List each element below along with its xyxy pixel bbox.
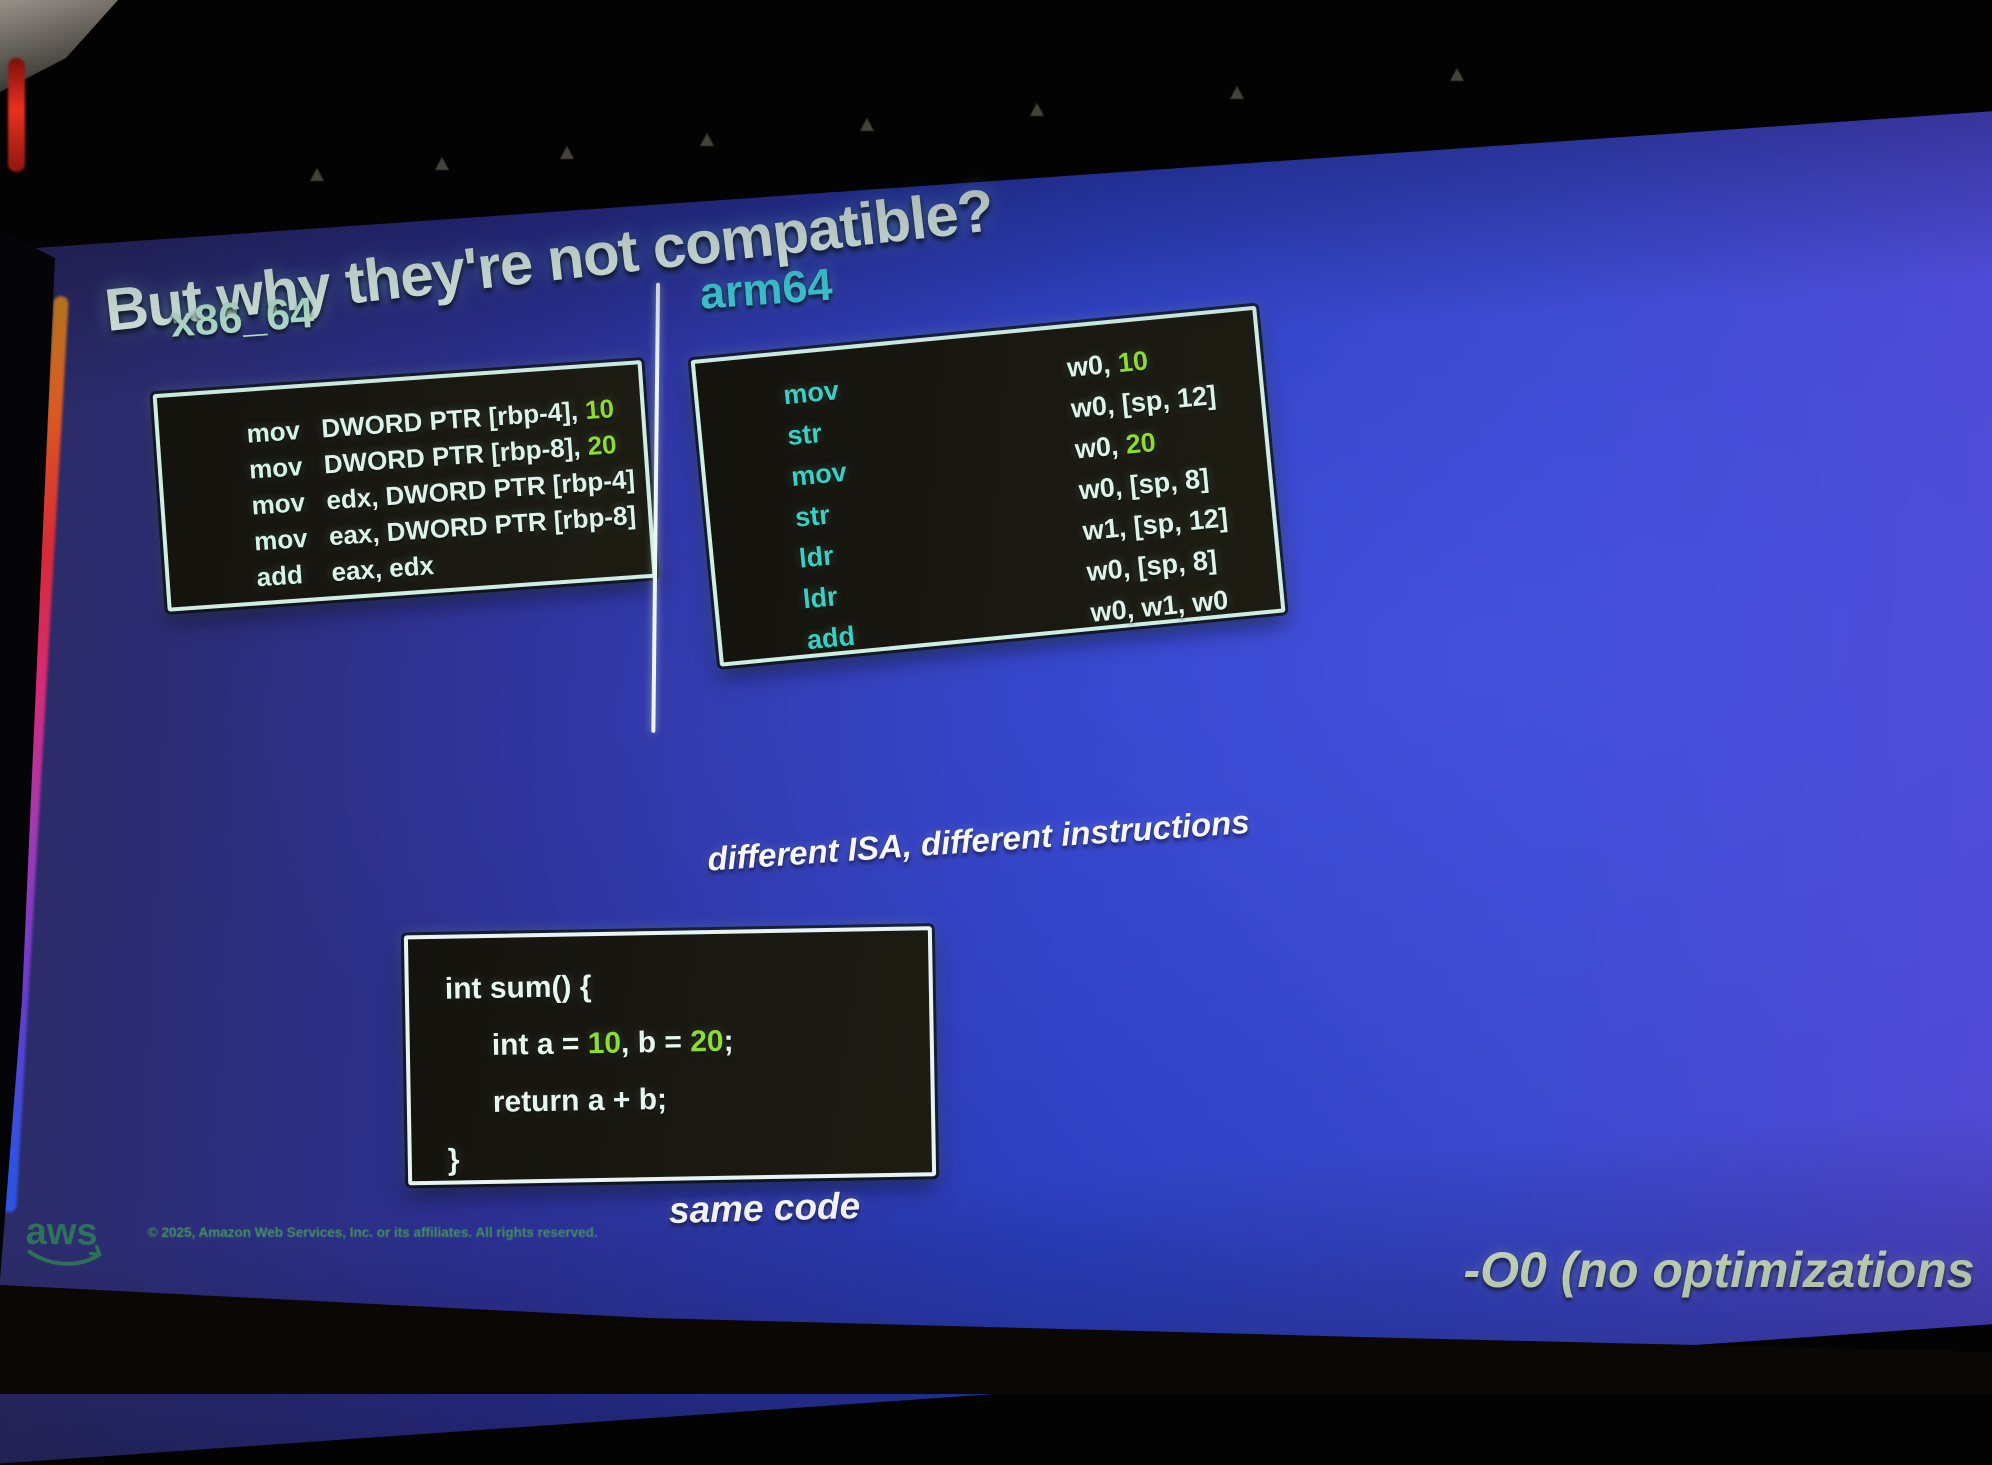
column-heading-arm64: arm64 xyxy=(698,258,834,319)
operand-text: w0, [sp, 8] xyxy=(1085,544,1219,588)
c-source-box: int sum() {int a = 10, b = 20; return a +… xyxy=(403,926,937,1188)
ceiling-truss-marker xyxy=(860,118,874,131)
operand-text: w0, [sp, 12] xyxy=(1069,380,1218,424)
c-source-lines: int sum() {int a = 10, b = 20; return a +… xyxy=(444,952,918,1188)
c-code-text: ; xyxy=(723,1024,734,1058)
asm-mnemonic: mov xyxy=(250,486,306,521)
c-code-line: int a = 10, b = 20; xyxy=(445,1009,916,1074)
ceiling-truss-marker xyxy=(310,168,324,181)
ceiling-truss-marker xyxy=(1450,68,1464,81)
asm-mnemonic: mov xyxy=(245,415,301,449)
ceiling-truss-marker xyxy=(560,146,574,159)
asm-mnemonic: add xyxy=(255,559,304,593)
aws-logo: aws xyxy=(21,1210,114,1278)
ceiling-truss-marker xyxy=(435,157,449,170)
photo-of-presentation-slide: { "title": "But why they're not compatib… xyxy=(0,0,1992,1394)
operand-text: eax, edx xyxy=(330,550,435,588)
ceiling-truss-marker xyxy=(1030,103,1044,116)
c-code-line: } xyxy=(447,1123,918,1188)
ceiling-truss-marker xyxy=(1230,86,1244,99)
aws-smile-icon xyxy=(27,1249,102,1266)
red-light-streak xyxy=(8,58,25,172)
literal-value: 20 xyxy=(689,1024,724,1059)
immediate-value: 20 xyxy=(586,429,618,461)
arm64-code-box: mov w0, 10 str w0, [sp, 12] mov w0, 20 str w0, … xyxy=(690,305,1286,667)
c-code-line: int sum() { xyxy=(444,952,915,1017)
operand-text: w0, [sp, 8] xyxy=(1077,463,1211,506)
caption-different-isa: different ISA, different instructions xyxy=(706,802,1251,878)
optimization-note: -O0 (no optimizations xyxy=(1463,1242,1975,1299)
immediate-value: 20 xyxy=(1124,426,1158,460)
c-code-text: , b = xyxy=(620,1025,691,1060)
literal-value: 10 xyxy=(587,1026,622,1061)
aws-smile-arrow-icon xyxy=(88,1244,102,1257)
x86-code-lines: mov DWORD PTR [rbp-4], 10 mov DWORD PTR [rb… xyxy=(245,389,642,595)
immediate-value: 10 xyxy=(584,393,615,426)
slide: But why they're not compatible? x86_64 m… xyxy=(0,105,1992,1465)
c-code-text: int sum() { xyxy=(444,970,592,1006)
aws-logo-text: aws xyxy=(26,1211,98,1254)
immediate-value: 10 xyxy=(1116,345,1150,379)
asm-operands: eax, edx xyxy=(330,547,435,590)
asm-mnemonic: mov xyxy=(248,451,304,485)
c-code-text: return a + b; xyxy=(492,1082,668,1119)
arm64-code-lines: mov w0, 10 str w0, [sp, 12] mov w0, 20 str w0, … xyxy=(781,331,1273,661)
c-code-text: int a = xyxy=(491,1027,588,1062)
ceiling-truss-marker xyxy=(700,133,714,146)
c-code-text: } xyxy=(447,1143,460,1177)
c-code-line: return a + b; xyxy=(446,1066,917,1131)
operand-text: w0, xyxy=(1065,348,1120,384)
operand-text: w0, xyxy=(1073,429,1128,465)
x86-code-box: mov DWORD PTR [rbp-4], 10 mov DWORD PTR [rb… xyxy=(152,360,657,612)
operand-text: w0, w1, w0 xyxy=(1089,584,1230,628)
copyright-text: © 2025, Amazon Web Services, Inc. or its… xyxy=(147,1225,598,1241)
column-heading-x86: x86_64 xyxy=(168,288,316,347)
column-divider-line xyxy=(651,282,661,733)
asm-mnemonic: mov xyxy=(253,522,309,557)
